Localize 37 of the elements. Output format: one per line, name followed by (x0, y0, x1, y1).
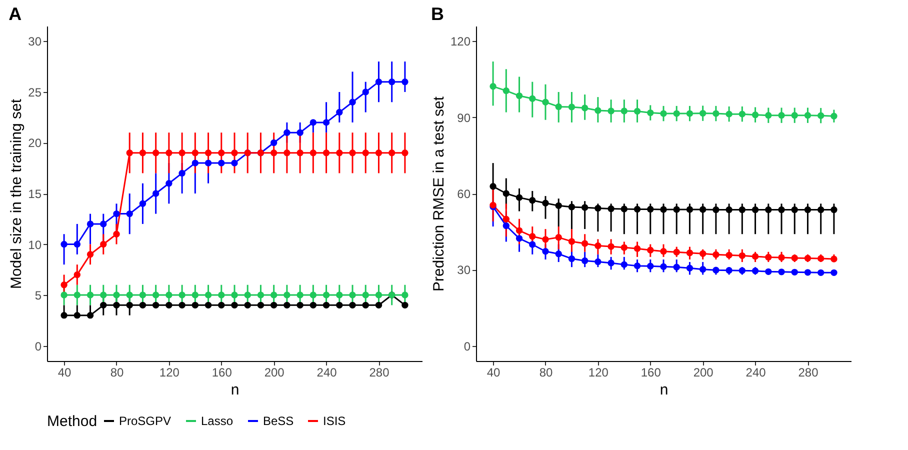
x-tick-label: 120 (159, 366, 180, 380)
x-axis-title: n (230, 382, 240, 398)
x-tick-label: 120 (588, 366, 609, 380)
chart-title: B (430, 4, 444, 24)
x-tick-label: 200 (264, 366, 285, 380)
y-tick-label: 15 (28, 187, 42, 201)
legend-label: ProSGPV (119, 414, 172, 428)
y-tick-label: 20 (28, 136, 42, 150)
chart-title: A (8, 4, 22, 24)
x-tick-label: 40 (58, 366, 72, 380)
x-tick-label: 240 (746, 366, 766, 380)
y-axis-title: Prediction RMSE in a test set (430, 96, 448, 292)
y-tick-label: 120 (450, 34, 471, 49)
y-axis-title: Model size in the training set (8, 98, 26, 290)
x-axis-title: n (660, 382, 668, 398)
x-tick-label: 280 (798, 366, 819, 380)
x-tick-label: 280 (369, 366, 390, 380)
y-tick-label: 30 (28, 34, 42, 49)
y-tick-label: 30 (457, 263, 471, 278)
legend-title: Method (47, 413, 98, 430)
x-tick-label: 240 (316, 366, 338, 380)
legend-label: BeSS (263, 414, 294, 428)
y-tick-label: 90 (457, 110, 471, 125)
x-tick-label: 160 (640, 366, 662, 380)
legend-label: Lasso (201, 414, 234, 428)
x-tick-label: 80 (110, 366, 124, 380)
y-tick-label: 10 (28, 238, 42, 252)
x-tick-label: 160 (212, 366, 232, 380)
y-tick-label: 25 (28, 85, 42, 100)
x-tick-label: 40 (486, 366, 501, 380)
legend-label: ISIS (323, 414, 346, 428)
y-tick-label: 60 (457, 187, 471, 201)
x-tick-label: 200 (693, 366, 714, 380)
y-tick-label: 0 (464, 339, 471, 354)
x-tick-label: 80 (539, 366, 553, 380)
y-tick-label: 5 (34, 288, 42, 303)
y-tick-label: 0 (34, 339, 42, 354)
